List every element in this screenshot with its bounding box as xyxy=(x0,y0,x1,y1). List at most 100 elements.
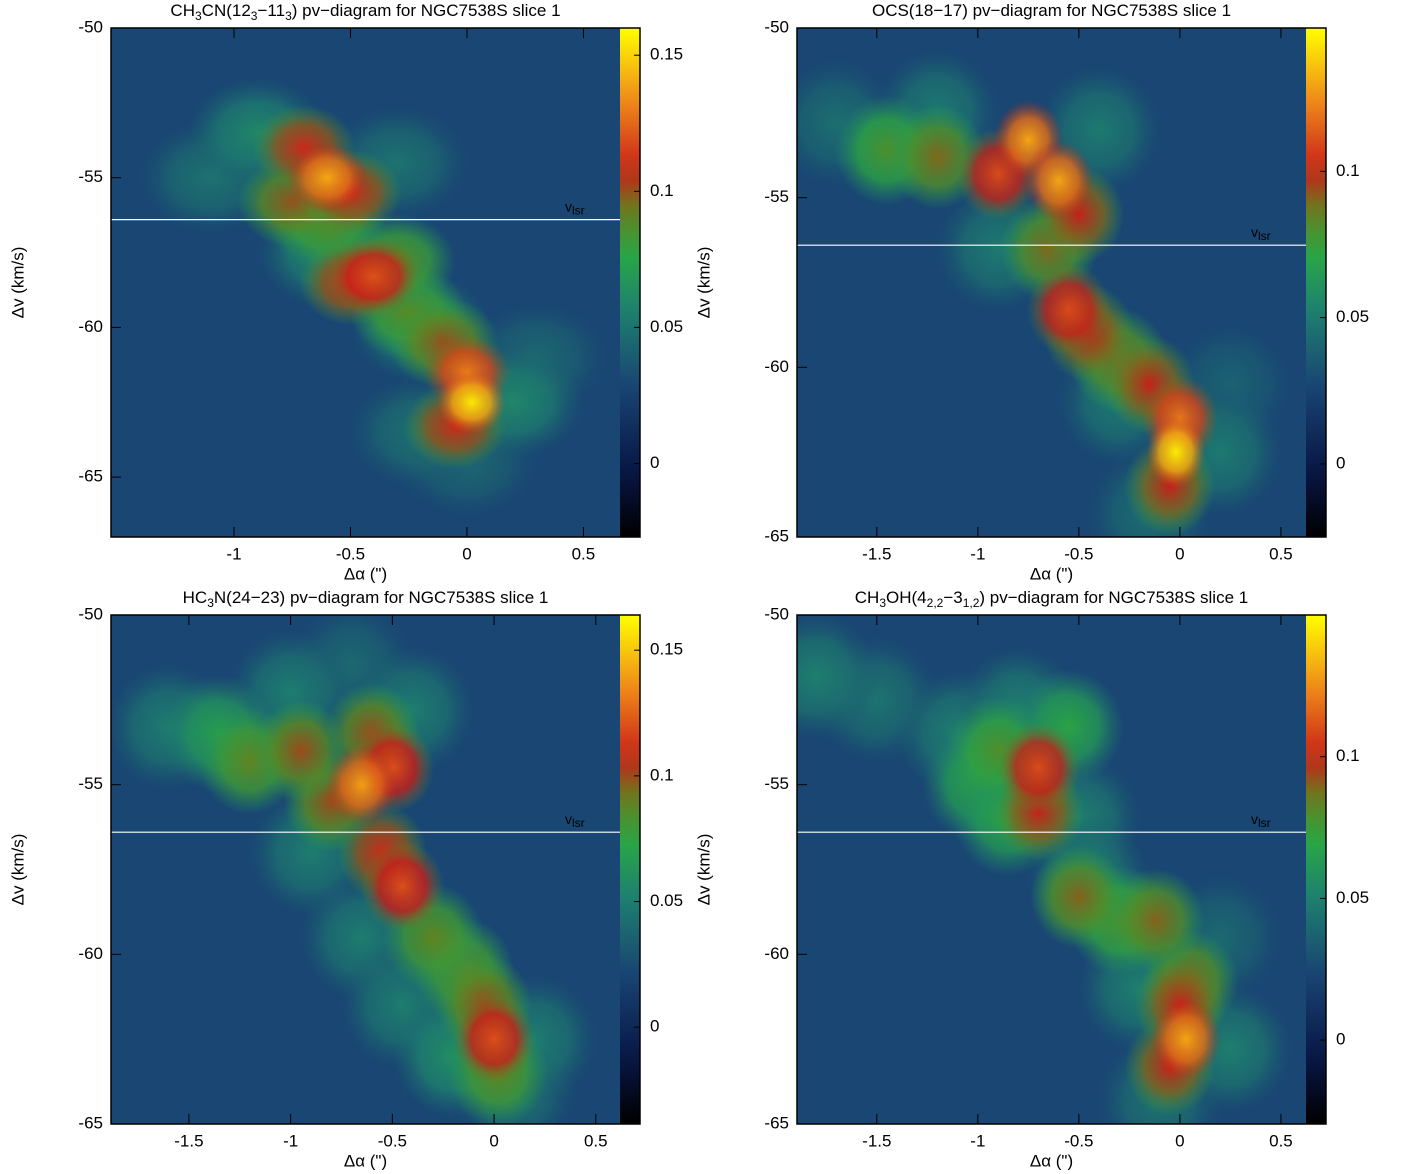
emission-peak xyxy=(1023,140,1094,221)
x-tick-label: -0.5 xyxy=(1064,1131,1093,1150)
vlsr-label-sub: lsr xyxy=(572,204,585,218)
vlsr-label-main: v xyxy=(1251,224,1258,240)
title-subscript: 3 xyxy=(285,9,292,23)
title-subscript: 1,2 xyxy=(963,596,980,610)
colorbar xyxy=(1306,615,1326,1124)
colorbar-tick-label: 0.05 xyxy=(1336,888,1369,907)
emission-peak xyxy=(797,615,879,741)
chart-title: OCS(18−17) pv−diagram for NGC7538S slice… xyxy=(872,1,1231,20)
chart-title: CH3OH(42,2−31,2) pv−diagram for NGC7538S… xyxy=(855,588,1248,610)
emission-peak xyxy=(253,699,349,802)
y-tick-label: -60 xyxy=(78,944,103,963)
vlsr-label: vlsr xyxy=(1251,811,1271,830)
vlsr-label-main: v xyxy=(1251,811,1258,827)
x-axis-label: Δα (") xyxy=(344,1151,387,1170)
y-tick-label: -50 xyxy=(764,604,789,623)
colorbar-tick-label: 0.15 xyxy=(650,45,683,64)
title-part: −3 xyxy=(943,588,962,607)
title-part: N(24−23) pv−diagram for NGC7538S slice 1 xyxy=(214,588,549,607)
vlsr-label-sub: lsr xyxy=(1258,229,1271,243)
y-tick-label: -65 xyxy=(764,1113,789,1132)
emission-peak xyxy=(437,371,507,434)
chart-title: CH3CN(123−113) pv−diagram for NGC7538S s… xyxy=(170,1,560,23)
colorbar-tick-label: 0.1 xyxy=(650,765,674,784)
y-tick-label: -55 xyxy=(78,774,103,793)
y-axis-label: Δv (km/s) xyxy=(694,834,713,906)
y-tick-label: -65 xyxy=(78,467,103,486)
title-subscript: 2,2 xyxy=(927,596,944,610)
y-tick-label: -65 xyxy=(78,1113,103,1132)
plot-area xyxy=(111,28,620,537)
title-part: CH xyxy=(170,1,195,20)
emission-peak xyxy=(326,236,422,317)
vlsr-label-main: v xyxy=(565,198,572,214)
y-tick-label: -50 xyxy=(78,604,103,623)
vlsr-label: vlsr xyxy=(1251,224,1271,243)
colorbar-tick-label: 0.15 xyxy=(650,640,683,659)
x-tick-label: 0.5 xyxy=(1269,1131,1293,1150)
title-part: OCS(18−17) pv−diagram for NGC7538S slice… xyxy=(872,1,1231,20)
chart-title: HC3N(24−23) pv−diagram for NGC7538S slic… xyxy=(183,588,549,610)
title-part: ) pv−diagram for NGC7538S slice 1 xyxy=(292,1,561,20)
vlsr-label-main: v xyxy=(565,811,572,827)
x-axis-label: Δα (") xyxy=(1030,1151,1073,1170)
colorbar-tick-label: 0.1 xyxy=(650,181,674,200)
x-tick-label: 0 xyxy=(1175,1131,1184,1150)
x-axis-label: Δα (") xyxy=(1030,564,1073,583)
title-subscript: 3 xyxy=(207,596,214,610)
x-tick-label: -1 xyxy=(970,1131,985,1150)
x-tick-label: 0 xyxy=(462,544,471,563)
emission-peak xyxy=(1107,868,1205,973)
colorbar-tick-label: 0.05 xyxy=(1336,307,1369,326)
emission-peak xyxy=(1026,263,1111,356)
title-subscript: 3 xyxy=(195,9,202,23)
y-tick-label: -65 xyxy=(764,526,789,545)
x-tick-label: -1.5 xyxy=(862,544,891,563)
frame xyxy=(110,614,641,1125)
title-part: −11 xyxy=(257,1,285,20)
emission-peak xyxy=(287,142,368,213)
x-tick-label: -0.5 xyxy=(378,1131,407,1150)
title-subscript: 3 xyxy=(879,596,886,610)
y-tick-label: -60 xyxy=(78,317,103,336)
x-tick-label: -1.5 xyxy=(174,1131,203,1150)
colorbar-tick-label: 0.05 xyxy=(650,891,683,910)
frame xyxy=(796,27,1327,538)
x-tick-label: 0.5 xyxy=(584,1131,608,1150)
y-tick-label: -60 xyxy=(764,944,789,963)
colorbar xyxy=(620,615,640,1124)
panel: vlsr 0 0.05 0.1 -1.5 -1 -0.5 0 0.5 -50 -55 -60 -65 Δα… xyxy=(694,1,1369,583)
x-tick-label: -1 xyxy=(283,1131,298,1150)
title-part: HC xyxy=(183,588,208,607)
colorbar xyxy=(1306,28,1326,537)
x-tick-label: 0 xyxy=(489,1131,498,1150)
colorbar-tick-label: 0 xyxy=(650,1017,659,1036)
emission-peak xyxy=(1150,999,1222,1080)
colorbar xyxy=(620,28,640,537)
x-tick-label: 0.5 xyxy=(572,544,596,563)
vlsr-label: vlsr xyxy=(565,811,585,830)
plot-area xyxy=(111,615,620,1124)
y-axis-label: Δv (km/s) xyxy=(8,834,27,906)
vlsr-label-sub: lsr xyxy=(1258,816,1271,830)
panel: vlsr 0 0.05 0.1 0.15 -1 -0.5 0 0.5 -50 -55 -60 -65 Δα… xyxy=(8,1,683,583)
x-tick-label: -1 xyxy=(970,544,985,563)
vlsr-label-sub: lsr xyxy=(572,816,585,830)
panel: vlsr 0 0.05 0.1 0.15 -1.5 -1 -0.5 0 0.5 -50 -55 -60 -… xyxy=(8,588,683,1170)
frame xyxy=(796,614,1327,1125)
emission-peak xyxy=(326,744,398,826)
x-tick-label: 0 xyxy=(1175,544,1184,563)
title-part: OH(4 xyxy=(886,588,927,607)
x-tick-label: -0.5 xyxy=(1064,544,1093,563)
y-tick-label: -55 xyxy=(764,187,789,206)
vlsr-label: vlsr xyxy=(565,198,585,217)
title-subscript: 3 xyxy=(251,9,258,23)
plot-area xyxy=(797,28,1306,537)
y-tick-label: -60 xyxy=(764,357,789,376)
emission-peak xyxy=(996,721,1081,814)
y-tick-label: -50 xyxy=(78,17,103,36)
colorbar-tick-label: 0.1 xyxy=(1336,161,1360,180)
x-axis-label: Δα (") xyxy=(344,564,387,583)
x-tick-label: -0.5 xyxy=(336,544,365,563)
